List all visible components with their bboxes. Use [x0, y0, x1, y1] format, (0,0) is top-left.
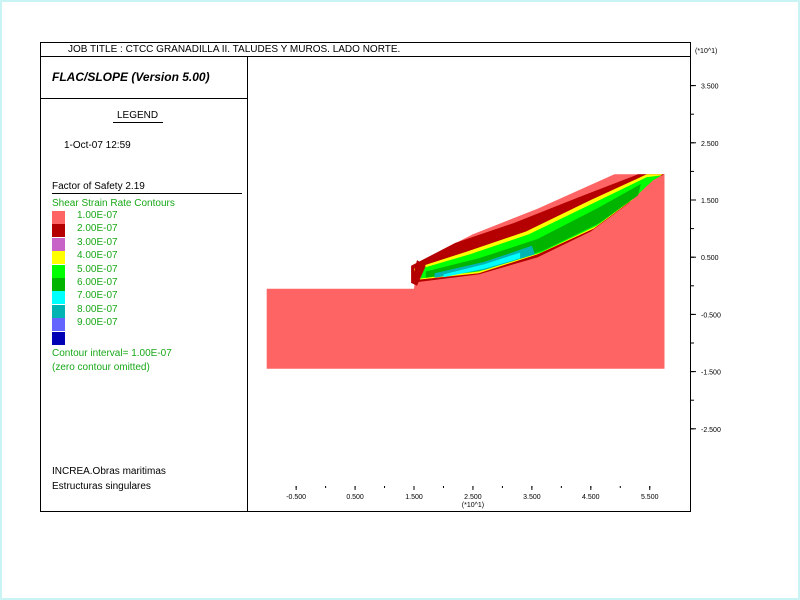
legend-swatch — [52, 304, 65, 318]
contour-band-7e-07 — [443, 252, 521, 278]
legend-swatch — [52, 331, 65, 345]
y-axis-unit: (*10^1) — [695, 48, 717, 55]
legend-panel-divider — [247, 56, 248, 512]
x-tick-label: 2.500 — [464, 494, 482, 501]
legend-label: 3.00E-07 — [77, 236, 118, 248]
y-tick-label: -2.500 — [701, 427, 721, 434]
contour-band-6e-07 — [425, 184, 641, 278]
legend-label: 9.00E-07 — [77, 317, 118, 329]
legend-swatch — [52, 278, 65, 291]
legend-title: LEGEND — [117, 110, 159, 121]
legend-label: 6.00E-07 — [77, 277, 118, 288]
program-divider — [40, 98, 247, 99]
legend-swatch — [52, 211, 65, 224]
legend-swatch — [52, 251, 65, 265]
legend-label: 2.00E-07 — [77, 223, 118, 235]
x-tick-label: 5.500 — [641, 494, 659, 501]
y-tick-label: 0.500 — [701, 255, 719, 262]
y-tick-label: 1.500 — [701, 198, 719, 205]
legend-swatch — [52, 264, 65, 278]
legend-label: 7.00E-07 — [77, 290, 118, 302]
y-tick-label: -1.500 — [701, 370, 721, 377]
contour-toe-tip — [411, 260, 426, 286]
plot-border — [40, 42, 691, 512]
legend-swatch — [52, 237, 65, 251]
x-axis-unit: (*10^1) — [462, 502, 484, 509]
legend-label: 1.00E-07 — [77, 210, 118, 221]
x-tick-label: -0.500 — [286, 494, 306, 501]
footer-department: Estructuras singulares — [52, 481, 151, 492]
plot-date: 1-Oct-07 12:59 — [64, 140, 131, 151]
footer-organization: INCREA.Obras maritimas — [52, 466, 166, 477]
zero-contour-note: (zero contour omitted) — [52, 362, 150, 373]
factor-of-safety: Factor of Safety 2.19 — [52, 181, 145, 192]
y-tick-label: -0.500 — [701, 312, 721, 319]
contour-band-5e-07 — [417, 175, 662, 279]
legend-swatch — [52, 224, 65, 238]
contour-legend-heading: Shear Strain Rate Contours — [52, 198, 175, 209]
legend-swatch — [52, 291, 65, 305]
legend-label: 5.00E-07 — [77, 263, 118, 275]
legend-swatch — [52, 318, 65, 332]
contour-interval: Contour interval= 1.00E-07 — [52, 348, 172, 359]
x-tick-label: 1.500 — [405, 494, 423, 501]
program-name: FLAC/SLOPE (Version 5.00) — [52, 70, 210, 84]
contour-band-8e-07 — [434, 245, 535, 278]
legend-label: 4.00E-07 — [77, 250, 118, 262]
legend-label: 8.00E-07 — [77, 303, 118, 315]
x-tick-label: 4.500 — [582, 494, 600, 501]
legend-title-underline — [113, 122, 163, 123]
fos-divider — [52, 193, 242, 194]
y-tick-label: 3.500 — [701, 84, 719, 91]
x-tick-label: 3.500 — [523, 494, 541, 501]
x-tick-label: 0.500 — [346, 494, 364, 501]
y-tick-label: 2.500 — [701, 141, 719, 148]
job-title: JOB TITLE : CTCC GRANADILLA II. TALUDES … — [68, 44, 401, 55]
title-divider — [40, 56, 691, 57]
